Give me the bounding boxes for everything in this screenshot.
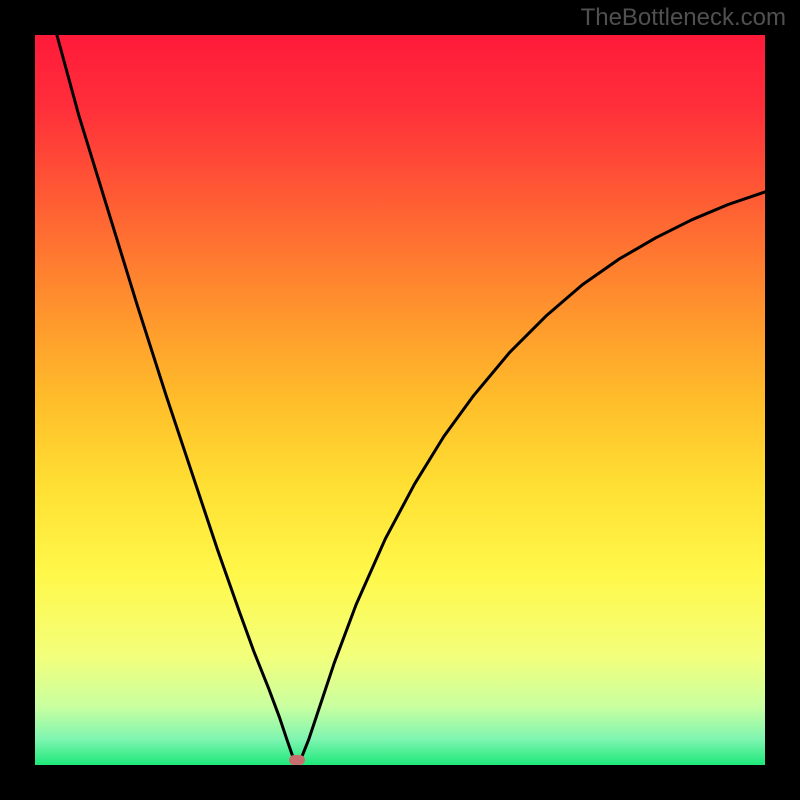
chart-frame: TheBottleneck.com: [0, 0, 800, 800]
optimal-point-marker: [289, 755, 305, 765]
bottleneck-curve: [35, 35, 765, 765]
watermark-label: TheBottleneck.com: [581, 4, 786, 32]
plot-area: [35, 35, 765, 765]
